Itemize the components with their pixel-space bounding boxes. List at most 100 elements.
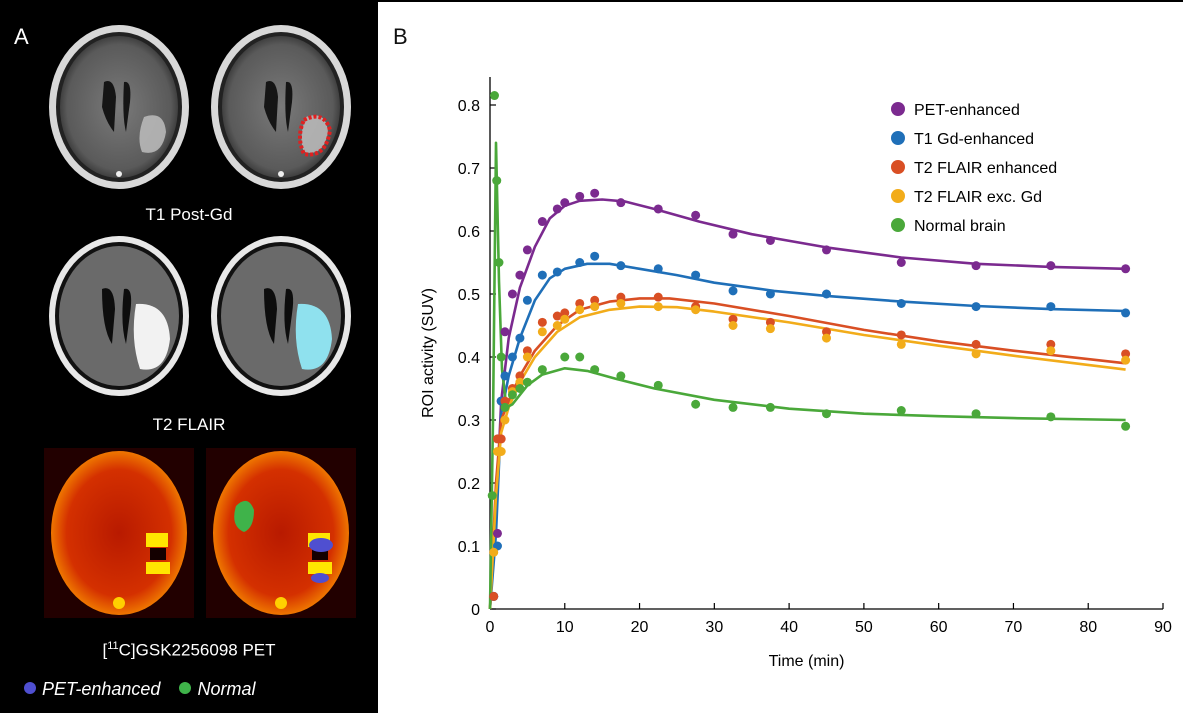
data-point-pet-enhanced — [560, 198, 570, 208]
data-point-t2-flair-exc-gd — [765, 324, 775, 334]
data-point-t1-gd-enhanced — [500, 371, 510, 381]
data-point-t1-gd-enhanced — [896, 298, 906, 308]
data-point-t2-flair-exc-gd — [822, 333, 831, 343]
panel-a-legend: PET-enhanced Normal — [24, 679, 269, 700]
data-point-normal-brain — [515, 384, 525, 393]
t1-caption: T1 Post-Gd — [145, 205, 233, 224]
data-point-t2-flair-exc-gd — [896, 339, 906, 349]
data-point-pet-enhanced — [575, 191, 585, 201]
data-point-normal-brain — [492, 176, 502, 186]
data-point-pet-enhanced — [1121, 264, 1131, 274]
data-point-normal-brain — [822, 409, 831, 419]
data-point-t1-gd-enhanced — [552, 267, 562, 277]
data-point-normal-brain — [537, 365, 547, 375]
data-point-t2-flair-exc-gd — [552, 321, 562, 330]
data-point-normal-brain — [575, 352, 585, 362]
data-point-t2-flair-enhanced — [653, 292, 663, 302]
data-point-t1-gd-enhanced — [507, 352, 517, 362]
data-point-t2-flair-enhanced — [765, 317, 775, 327]
data-point-t2-flair-exc-gd — [616, 298, 626, 308]
data-point-t2-flair-enhanced — [1121, 349, 1131, 359]
data-point-normal-brain — [500, 402, 510, 412]
data-point-t2-flair-enhanced — [500, 396, 510, 406]
data-point-t2-flair-enhanced — [1046, 339, 1056, 349]
data-point-t2-flair-exc-gd — [653, 302, 663, 312]
data-point-t1-gd-enhanced — [575, 258, 585, 267]
data-point-t1-gd-enhanced — [653, 264, 663, 274]
data-point-t1-gd-enhanced — [616, 261, 626, 271]
roi-activity-chart: 0 10 20 30 40 50 60 70 80 90 0 0.1 0.2 0.3 0.4 0.5 0.6 0.… — [420, 77, 1172, 670]
top-rule — [0, 0, 1183, 2]
data-point-pet-enhanced — [691, 210, 701, 220]
data-point-t2-flair-enhanced — [971, 339, 981, 349]
data-point-pet-enhanced — [537, 217, 547, 227]
data-point-t1-gd-enhanced — [971, 302, 981, 312]
fit-line-pet-enhanced — [488, 198, 1126, 610]
x-tick-label: 20 — [631, 619, 649, 636]
data-point-t2-flair-exc-gd — [590, 302, 600, 312]
panel-b-letter: B — [393, 24, 408, 49]
data-point-pet-enhanced — [552, 204, 562, 214]
x-tick-label: 80 — [1079, 619, 1097, 636]
data-point-pet-enhanced — [522, 245, 532, 255]
data-point-normal-brain — [653, 380, 663, 390]
data-point-t1-gd-enhanced — [537, 270, 547, 280]
fit-line-t2-flair-enhanced — [488, 297, 1126, 610]
legend-label-t2-flair-exc-gd: T2 FLAIR exc. Gd — [914, 189, 1042, 206]
x-tick-label: 90 — [1154, 619, 1172, 636]
t2-scan-right — [211, 236, 351, 396]
data-point-pet-enhanced — [515, 270, 525, 280]
data-point-pet-enhanced — [971, 261, 981, 271]
data-point-normal-brain — [507, 390, 517, 400]
t1-scan-right — [211, 25, 351, 189]
data-point-t2-flair-enhanced — [496, 434, 506, 444]
data-point-t2-flair-enhanced — [522, 346, 532, 356]
data-point-t2-flair-enhanced — [537, 317, 547, 327]
data-point-t2-flair-exc-gd — [515, 377, 525, 387]
data-point-normal-brain — [691, 399, 701, 409]
y-axis-label: ROI activity (SUV) — [420, 288, 437, 418]
legend-item-pet-enhanced: PET-enhanced — [24, 679, 165, 699]
data-point-normal-brain — [560, 352, 570, 362]
panel-a-letter: A — [14, 24, 29, 49]
data-point-t2-flair-exc-gd — [489, 547, 499, 557]
data-point-pet-enhanced — [822, 245, 831, 255]
data-point-t1-gd-enhanced — [691, 270, 701, 280]
data-point-pet-enhanced — [507, 289, 517, 299]
legend-swatch-t2-flair-exc-gd — [891, 189, 905, 203]
data-point-t2-flair-exc-gd — [691, 305, 701, 315]
data-point-t1-gd-enhanced — [728, 286, 738, 296]
legend-swatch-normal-brain — [891, 218, 905, 232]
data-point-t2-flair-enhanced — [552, 311, 562, 321]
legend-label-pet-enhanced: PET-enhanced — [914, 102, 1020, 119]
legend-swatch-t1-gd-enhanced — [891, 131, 905, 145]
legend-swatch-pet-enhanced — [891, 102, 905, 116]
x-tick-label: 30 — [705, 619, 723, 636]
t1-scan-left — [49, 25, 189, 189]
data-point-t2-flair-exc-gd — [728, 321, 738, 330]
data-point-normal-brain — [522, 377, 532, 387]
pet-enhanced-swatch — [24, 682, 36, 695]
data-point-t2-flair-exc-gd — [1046, 346, 1056, 356]
data-point-t1-gd-enhanced — [1121, 308, 1131, 318]
x-axis-label: Time (min) — [769, 653, 845, 670]
data-point-normal-brain — [765, 402, 775, 412]
data-point-pet-enhanced — [492, 528, 502, 538]
data-point-pet-enhanced — [1046, 261, 1056, 271]
legend-label-normal-brain: Normal brain — [914, 218, 1006, 235]
y-tick-label: 0.6 — [458, 224, 480, 241]
data-point-t2-flair-enhanced — [896, 330, 906, 340]
data-point-t2-flair-exc-gd — [500, 415, 510, 425]
data-point-t1-gd-enhanced — [1046, 302, 1056, 312]
t2-scan-left — [49, 236, 189, 396]
data-point-normal-brain — [1046, 412, 1056, 422]
data-point-t2-flair-enhanced — [560, 308, 570, 318]
data-point-pet-enhanced — [590, 188, 600, 198]
data-point-t2-flair-exc-gd — [560, 314, 570, 324]
panel-a-imaging: A T1 Post-Gd — [0, 2, 378, 713]
y-tick-label: 0.7 — [458, 161, 480, 178]
pet-scan-right — [206, 448, 356, 618]
data-point-t2-flair-enhanced — [575, 298, 585, 308]
x-tick-label: 50 — [855, 619, 873, 636]
x-tick-label: 40 — [780, 619, 798, 636]
